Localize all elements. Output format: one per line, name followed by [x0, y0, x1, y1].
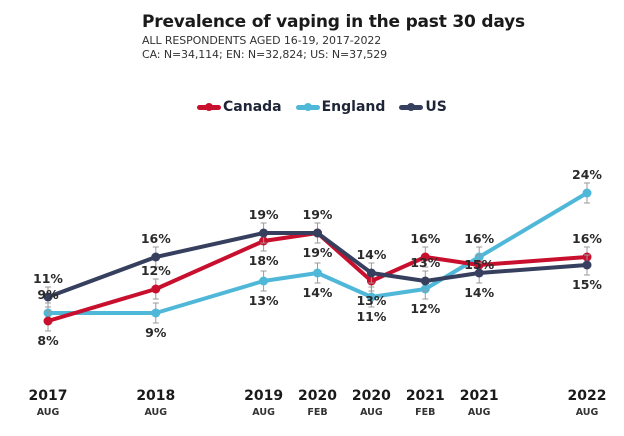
data-label-england: 9% [145, 325, 167, 340]
data-point-canada [420, 252, 430, 262]
legend-item-canada[interactable]: Canada [197, 99, 282, 115]
data-point-england [366, 292, 376, 302]
chart-subtitle-sample-sizes: CA: N=34,114; EN: N=32,824; US: N=37,529 [142, 48, 388, 61]
data-label-england: 9% [37, 287, 59, 302]
legend-swatch-england [295, 103, 320, 111]
data-point-us [366, 268, 376, 278]
data-point-us [582, 260, 592, 270]
x-tick-year: 2017 [29, 388, 68, 404]
legend-swatch-us [399, 103, 424, 111]
x-tick-month: AUG [360, 407, 383, 418]
legend-label-us: US [425, 99, 447, 115]
data-point-england [313, 268, 322, 278]
data-point-england [259, 276, 269, 286]
x-tick-year: 2021 [460, 388, 499, 404]
data-point-us [43, 292, 53, 302]
data-label-us: 19% [303, 245, 333, 260]
data-point-england [582, 188, 592, 198]
data-point-us [151, 252, 161, 262]
data-point-canada [43, 316, 53, 326]
data-label-us: 13% [410, 255, 440, 270]
data-point-us [474, 268, 484, 278]
data-label-canada: 16% [410, 231, 440, 246]
data-label-canada: 19% [303, 207, 333, 222]
x-tick-year: 2021 [406, 388, 445, 404]
data-point-us [259, 228, 269, 238]
data-point-england [151, 308, 161, 318]
x-tick-year: 2020 [298, 388, 337, 404]
x-tick-month: AUG [37, 407, 60, 418]
data-label-england: 11% [356, 309, 386, 324]
data-label-england: 12% [410, 301, 440, 316]
data-label-england: 13% [249, 293, 279, 308]
x-tick-year: 2022 [568, 388, 607, 404]
data-label-england: 14% [303, 285, 333, 300]
legend-label-england: England [321, 99, 386, 115]
x-tick-month: AUG [252, 407, 275, 418]
chart-title: Prevalence of vaping in the past 30 days [142, 12, 525, 32]
data-label-us: 14% [464, 285, 494, 300]
data-label-england: 24% [572, 167, 602, 182]
data-point-canada [151, 284, 161, 294]
data-label-canada: 13% [356, 293, 386, 308]
x-tick-month: FEB [415, 407, 435, 418]
chart-legend: Canada England US [197, 99, 447, 115]
data-label-us: 14% [356, 247, 386, 262]
x-tick-year: 2018 [136, 388, 175, 404]
data-label-us: 19% [249, 207, 279, 222]
chart-subtitle-respondents: ALL RESPONDENTS AGED 16-19, 2017-2022 [142, 34, 382, 47]
legend-swatch-canada [197, 103, 221, 111]
data-label-us: 15% [572, 277, 602, 292]
x-tick-year: 2020 [352, 388, 391, 404]
data-label-canada: 15% [464, 257, 494, 272]
series-line-us [46, 231, 589, 299]
series-line-canada [46, 231, 589, 323]
x-tick-year: 2019 [244, 388, 283, 404]
data-label-canada: 8% [37, 333, 59, 348]
data-label-canada: 16% [572, 231, 602, 246]
data-point-us [420, 276, 430, 286]
data-label-canada: 18% [249, 253, 279, 268]
data-label-us: 16% [141, 231, 171, 246]
legend-item-us[interactable]: US [399, 99, 447, 115]
x-tick-month: FEB [307, 407, 327, 418]
legend-label-canada: Canada [223, 99, 282, 115]
legend-item-england[interactable]: England [295, 99, 386, 115]
data-label-canada: 12% [141, 263, 171, 278]
x-tick-month: AUG [576, 407, 599, 418]
x-tick-month: AUG [468, 407, 491, 418]
x-tick-month: AUG [145, 407, 168, 418]
data-point-us [313, 228, 322, 238]
data-label-england: 16% [464, 231, 494, 246]
data-label-us: 11% [33, 271, 63, 286]
